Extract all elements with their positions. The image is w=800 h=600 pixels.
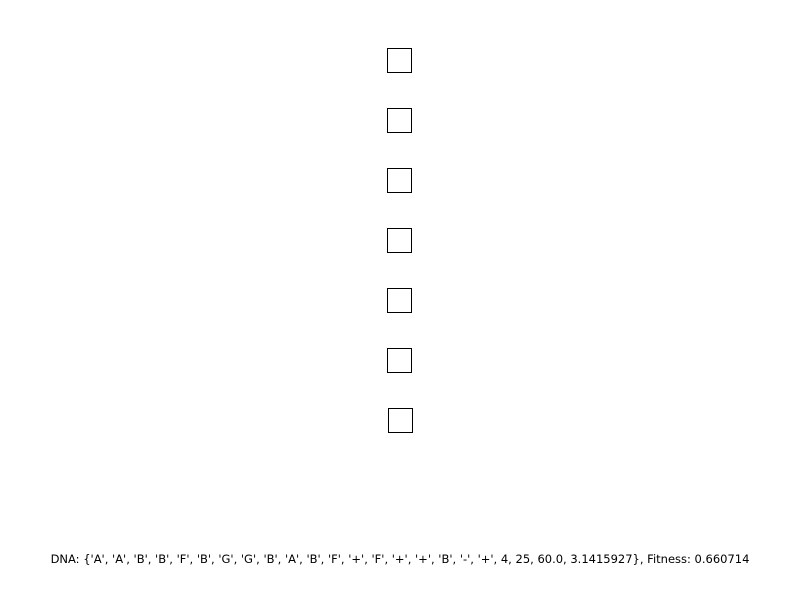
dna-fitness-readout: DNA: {'A', 'A', 'B', 'B', 'F', 'B', 'G',…	[50, 552, 750, 566]
square-shape-2	[387, 108, 412, 133]
square-shape-5	[387, 288, 412, 313]
square-shape-3	[387, 168, 412, 193]
square-shape-7	[388, 408, 413, 433]
square-shape-4	[387, 228, 412, 253]
square-shape-6	[387, 348, 412, 373]
square-shape-1	[387, 48, 412, 73]
